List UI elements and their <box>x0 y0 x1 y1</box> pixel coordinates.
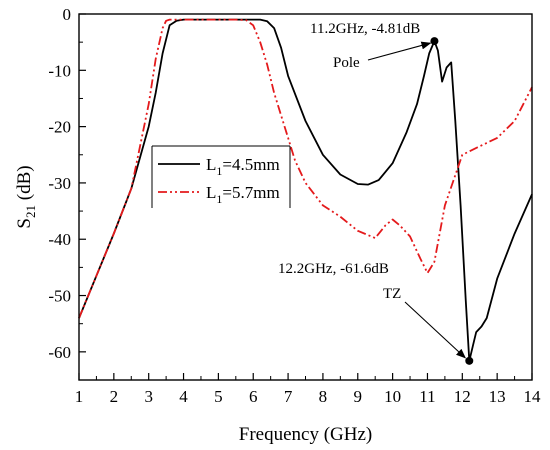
tz-marker <box>465 356 474 365</box>
tz-value-label: 12.2GHz, -61.6dB <box>278 261 389 277</box>
y-tick-label: -40 <box>48 230 71 249</box>
x-tick-label: 5 <box>214 387 223 406</box>
y-tick-label: -20 <box>48 118 71 137</box>
x-tick-label: 4 <box>179 387 188 406</box>
x-tick-label: 8 <box>319 387 328 406</box>
x-tick-label: 10 <box>384 387 401 406</box>
x-tick-label: 14 <box>524 387 542 406</box>
x-tick-label: 3 <box>144 387 153 406</box>
y-tick-label: -10 <box>48 61 71 80</box>
y-axis-label-main: S <box>14 218 35 229</box>
x-axis-label: Frequency (GHz) <box>239 424 372 445</box>
x-tick-label: 13 <box>489 387 506 406</box>
x-tick-label: 2 <box>110 387 119 406</box>
tz-arrow <box>404 301 467 359</box>
series-line-1 <box>78 18 533 362</box>
y-tick-label: -30 <box>48 174 71 193</box>
x-tick-label: 9 <box>354 387 363 406</box>
tz-label: TZ <box>383 286 401 302</box>
legend-label-1: L1=4.5mm <box>206 155 280 178</box>
x-tick-label: 12 <box>454 387 471 406</box>
pole-label: Pole <box>333 55 360 71</box>
pole-marker <box>430 37 439 46</box>
x-tick-label: 1 <box>75 387 84 406</box>
pole-value-label: 11.2GHz, -4.81dB <box>310 21 420 37</box>
series-line-2 <box>78 18 533 319</box>
y-axis-label-unit: (dB) <box>14 165 35 205</box>
y-tick-label: -60 <box>48 343 71 362</box>
x-tick-label: 7 <box>284 387 293 406</box>
y-tick-label: -50 <box>48 287 71 306</box>
legend-label-rest: =4.5mm <box>222 155 279 174</box>
y-axis-label-sub: 21 <box>23 205 38 218</box>
x-tick-label: 11 <box>419 387 435 406</box>
pole-arrow <box>367 41 432 61</box>
plot-frame <box>78 13 533 381</box>
legend-box <box>152 146 290 208</box>
legend-label-sub: 1 <box>216 192 222 206</box>
x-tick-label: 6 <box>249 387 258 406</box>
legend-label-main: L <box>206 183 216 202</box>
legend-label-2: L1=5.7mm <box>206 183 280 206</box>
y-axis-label: S21 (dB) <box>14 165 38 228</box>
legend-label-main: L <box>206 155 216 174</box>
y-tick-label: 0 <box>63 5 72 24</box>
legend-label-sub: 1 <box>216 164 222 178</box>
legend-label-rest: =5.7mm <box>222 183 279 202</box>
